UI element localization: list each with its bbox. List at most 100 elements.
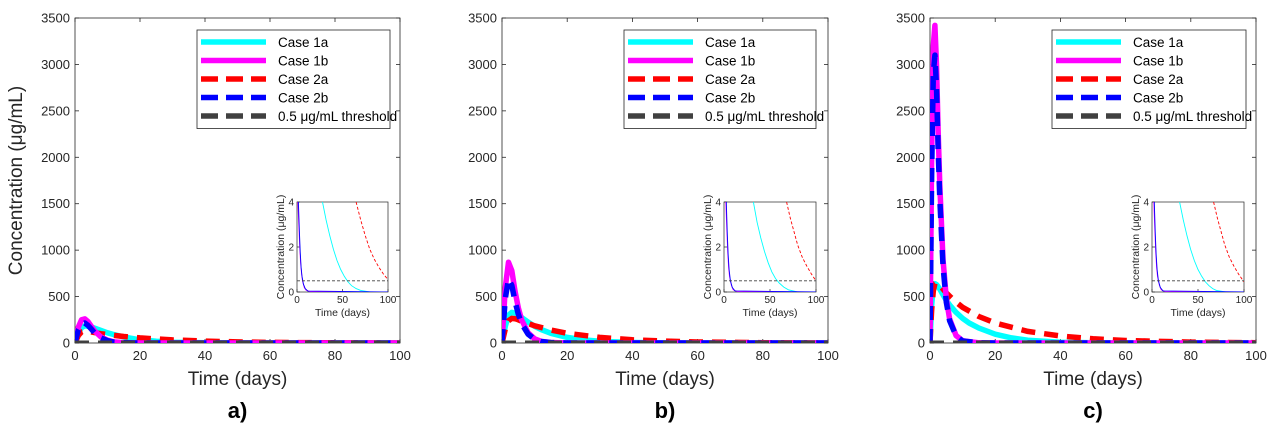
y-tick-label: 1000 [896,243,925,258]
y-tick-label: 2500 [41,103,70,118]
inset-plot-area [1151,201,1245,293]
inset-series-line [322,202,370,292]
x-tick-label: 0 [498,348,505,363]
y-tick-label: 3500 [41,11,70,26]
inset-series-line [297,202,388,292]
inset-y-tick-label: 4 [715,198,721,209]
inset-series-group [297,202,388,292]
x-tick-label: 100 [389,348,411,363]
y-tick-label: 1500 [468,196,497,211]
y-tick-label: 2000 [468,150,497,165]
legend-label: 0.5 μg/mL threshold [278,109,397,124]
x-tick-label: 20 [133,348,147,363]
legend-box [196,29,391,129]
series-group [930,22,1256,343]
inset-y-axis-label: Concentration (μg/mL) [702,195,714,300]
inset-series-group [1152,202,1244,292]
legend-label: Case 2a [278,72,329,87]
y-tick-label: 1000 [41,243,70,258]
inset-chart: 0 2 4 0 50 100 Time (days) Concentration (μg/mL… [702,195,825,319]
legend-label: Case 1b [278,54,328,69]
legend-label: Case 2b [1133,91,1183,106]
legend-label: Case 1a [278,35,329,50]
inset-x-tick-label: 0 [294,295,300,306]
x-tick-label: 20 [988,348,1002,363]
inset-series-line [752,202,798,292]
inset-plot-area [296,201,389,293]
legend-label: Case 2a [705,72,756,87]
inset-plot-area [723,201,817,293]
x-tick-label: 20 [560,348,574,363]
series-line-case-2b [930,52,1256,343]
y-tick-label: 0 [918,336,925,351]
legend: Case 1a Case 1b Case 2a Case 2b 0.5 μg/mL th… [1051,29,1252,129]
y-tick-label: 500 [48,289,70,304]
panel-label: c) [1083,398,1103,423]
y-tick-label: 0 [63,336,70,351]
legend-label: Case 2a [1133,72,1184,87]
x-axis-label: Time (days) [188,369,288,390]
y-tick-label: 0 [490,336,497,351]
legend-label: Case 2b [705,91,755,106]
inset-chart: 0 2 4 0 50 100 Time (days) Concentration (μg/mL… [275,195,397,319]
x-tick-label: 40 [625,348,639,363]
inset-chart: 0 2 4 0 50 100 Time (days) Concentration (μg/mL… [1130,195,1253,319]
inset-y-tick-label: 0 [288,288,294,299]
x-tick-label: 0 [71,348,78,363]
inset-series-line [1153,202,1244,292]
x-tick-label: 80 [328,348,342,363]
inset-y-axis-label: Concentration (μg/mL) [1130,195,1142,300]
inset-y-tick-label: 2 [715,243,721,254]
x-tick-label: 100 [1245,348,1267,363]
x-tick-label: 40 [198,348,212,363]
y-tick-label: 1000 [468,243,497,258]
panel-label: b) [655,398,676,423]
inset-x-axis-label: Time (days) [742,307,797,319]
panel-label: a) [228,398,248,423]
legend: Case 1a Case 1b Case 2a Case 2b 0.5 μg/mL th… [196,29,397,129]
y-tick-label: 3000 [41,57,70,72]
series-line-case-2a [930,279,1256,343]
x-tick-label: 40 [1053,348,1067,363]
inset-y-tick-label: 4 [1143,198,1149,209]
inset-y-tick-label: 4 [288,198,294,209]
inset-series-line [355,202,388,280]
y-tick-label: 3500 [468,11,497,26]
x-tick-label: 0 [926,348,933,363]
inset-x-tick-label: 100 [1236,295,1253,306]
x-axis-label: Time (days) [1043,369,1143,390]
inset-series-group [724,202,816,292]
legend-label: Case 1a [1133,35,1184,50]
x-tick-label: 100 [817,348,839,363]
inset-x-tick-label: 0 [1149,295,1155,306]
legend-label: Case 1a [705,35,756,50]
inset-x-axis-label: Time (days) [315,307,370,319]
series-group [75,316,400,343]
inset-y-tick-label: 2 [1143,243,1149,254]
inset-series-line [1179,202,1226,292]
inset-x-tick-label: 50 [337,295,349,306]
x-tick-label: 60 [1118,348,1132,363]
y-tick-label: 3000 [468,57,497,72]
inset-x-tick-label: 100 [808,295,825,306]
y-axis-label-text: Concentration ( [6,145,27,276]
y-tick-label: 2000 [896,150,925,165]
inset-y-axis-label: Concentration (μg/mL) [275,195,287,300]
inset-x-tick-label: 50 [1192,295,1204,306]
y-tick-label: 1500 [896,196,925,211]
y-tick-label: 2500 [896,103,925,118]
y-tick-label: 1500 [41,196,70,211]
inset-y-tick-label: 2 [288,243,294,254]
x-tick-label: 60 [690,348,704,363]
x-tick-label: 60 [263,348,277,363]
y-tick-label: 500 [903,289,925,304]
inset-series-line [786,202,816,282]
x-axis-label: Time (days) [615,369,715,390]
legend-label: 0.5 μg/mL threshold [1133,109,1252,124]
inset-x-tick-label: 100 [380,295,397,306]
x-tick-label: 80 [1184,348,1198,363]
series-group [502,259,828,343]
